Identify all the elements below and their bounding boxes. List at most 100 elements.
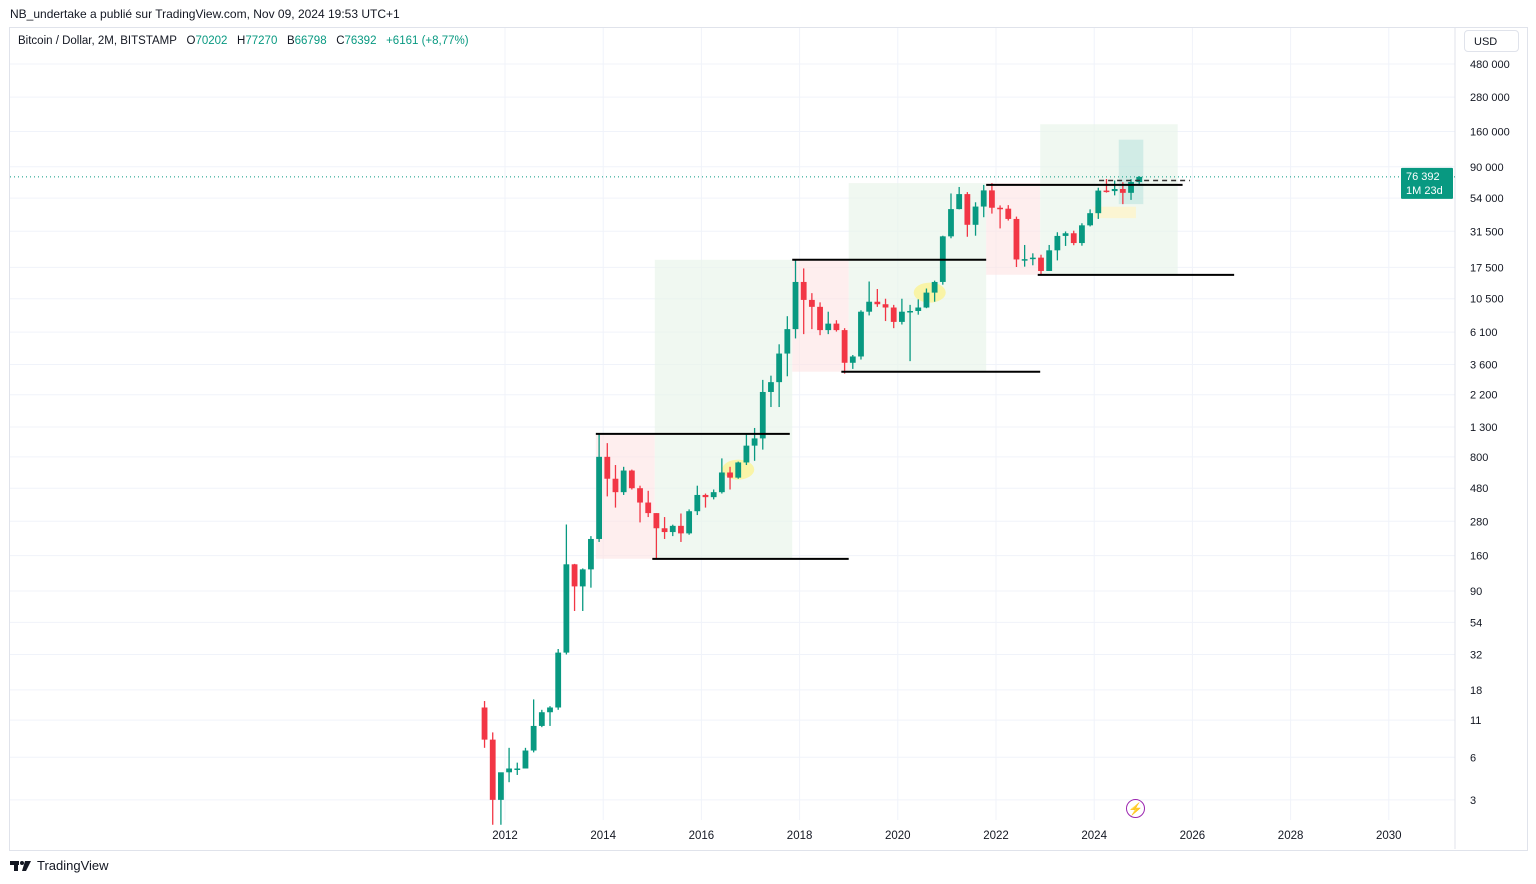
candle: [1079, 223, 1085, 246]
candle-body: [1038, 257, 1044, 271]
close-value: 76392: [344, 35, 377, 47]
candle: [915, 299, 922, 315]
y-tick-label: 90: [1470, 586, 1482, 598]
candle: [538, 709, 545, 728]
y-tick-label: 160 000: [1470, 126, 1510, 138]
candle-body: [1087, 213, 1094, 226]
candle-body: [637, 488, 643, 503]
candle: [489, 732, 496, 825]
candle: [808, 293, 815, 330]
candle-body: [669, 525, 676, 533]
y-tick-label: 32: [1470, 649, 1482, 661]
y-tick-label: 17 500: [1470, 262, 1504, 274]
candle-body: [588, 538, 594, 570]
candle-body: [1111, 188, 1118, 192]
candle: [792, 259, 799, 339]
symbol-legend: Bitcoin / Dollar, 2M, BITSTAMP O70202 H7…: [18, 35, 469, 47]
last-price-badge: [1401, 167, 1453, 199]
candle: [956, 186, 963, 210]
candle: [735, 461, 742, 479]
x-tick-label: 2022: [983, 830, 1009, 842]
candle-body: [792, 281, 799, 330]
candle-body: [1103, 190, 1110, 193]
candle: [620, 466, 627, 495]
candle-body: [1013, 218, 1020, 260]
candle-body: [1079, 225, 1085, 244]
candle: [514, 762, 521, 775]
chart-frame[interactable]: [9, 27, 1528, 851]
candle: [948, 193, 954, 239]
candle: [858, 310, 864, 360]
y-tick-label: 2 200: [1470, 390, 1498, 402]
candle: [989, 183, 995, 214]
candle-body: [833, 323, 840, 331]
candle-body: [718, 472, 725, 493]
candle-body: [825, 323, 832, 331]
y-tick-label: 90 000: [1470, 162, 1504, 174]
candle-body: [694, 494, 701, 512]
candle: [833, 320, 840, 332]
candle: [1013, 216, 1020, 268]
candle: [825, 311, 832, 335]
candle-body: [686, 511, 693, 534]
candle-body: [948, 209, 954, 237]
candle: [579, 568, 586, 611]
candle-body: [964, 194, 971, 225]
symbol-name: Bitcoin / Dollar, 2M, BITSTAMP: [18, 35, 177, 47]
candle: [1054, 232, 1061, 261]
candle-body: [604, 456, 611, 479]
y-tick-label: 160: [1470, 551, 1488, 563]
candle: [768, 375, 774, 408]
candle: [997, 205, 1003, 229]
candle: [1038, 254, 1044, 275]
zone-up: [848, 183, 987, 372]
lightning-icon[interactable]: ⚡: [1126, 799, 1145, 818]
candle-body: [817, 306, 823, 331]
candle: [669, 524, 676, 537]
candle-body: [866, 301, 873, 312]
y-tick-label: 18: [1470, 685, 1482, 697]
candle-body: [506, 768, 512, 773]
y-tick-label: 10 500: [1470, 294, 1504, 306]
candle: [980, 184, 987, 218]
y-tick-label: 3 600: [1470, 359, 1498, 371]
candle-body: [710, 492, 717, 498]
candle: [1029, 253, 1036, 266]
y-tick-label: 6: [1470, 752, 1476, 764]
zone-yellow: [1094, 206, 1136, 219]
candle-body: [743, 445, 750, 463]
candle-body: [890, 307, 897, 322]
candle-body: [841, 330, 848, 363]
candle-body: [530, 725, 537, 751]
candle-body: [514, 768, 521, 770]
candle-body: [759, 391, 766, 439]
candle-body: [563, 564, 570, 653]
candle: [661, 517, 668, 539]
y-tick-label: 3: [1470, 795, 1476, 807]
candle-body: [1021, 259, 1028, 261]
zone-down: [595, 433, 655, 559]
candle: [1046, 244, 1053, 271]
candle-body: [997, 207, 1003, 210]
candle-body: [768, 382, 774, 392]
candle: [686, 509, 693, 535]
candle-body: [1095, 190, 1102, 214]
candle: [1062, 231, 1069, 246]
candle: [571, 563, 578, 611]
candle-body: [596, 456, 603, 539]
candle: [653, 513, 660, 559]
candle-body: [727, 472, 733, 478]
candle: [784, 316, 791, 377]
candle-body: [661, 528, 668, 533]
candle-body: [522, 750, 529, 769]
candle: [898, 298, 905, 325]
y-tick-label: 54: [1470, 617, 1482, 629]
candle-body: [620, 470, 627, 493]
zone-down: [986, 183, 1041, 275]
high-value: 77270: [245, 35, 278, 47]
candle-body: [628, 470, 635, 489]
candle: [1128, 179, 1134, 200]
x-tick-label: 2024: [1081, 830, 1107, 842]
currency-button[interactable]: USD: [1464, 30, 1519, 52]
